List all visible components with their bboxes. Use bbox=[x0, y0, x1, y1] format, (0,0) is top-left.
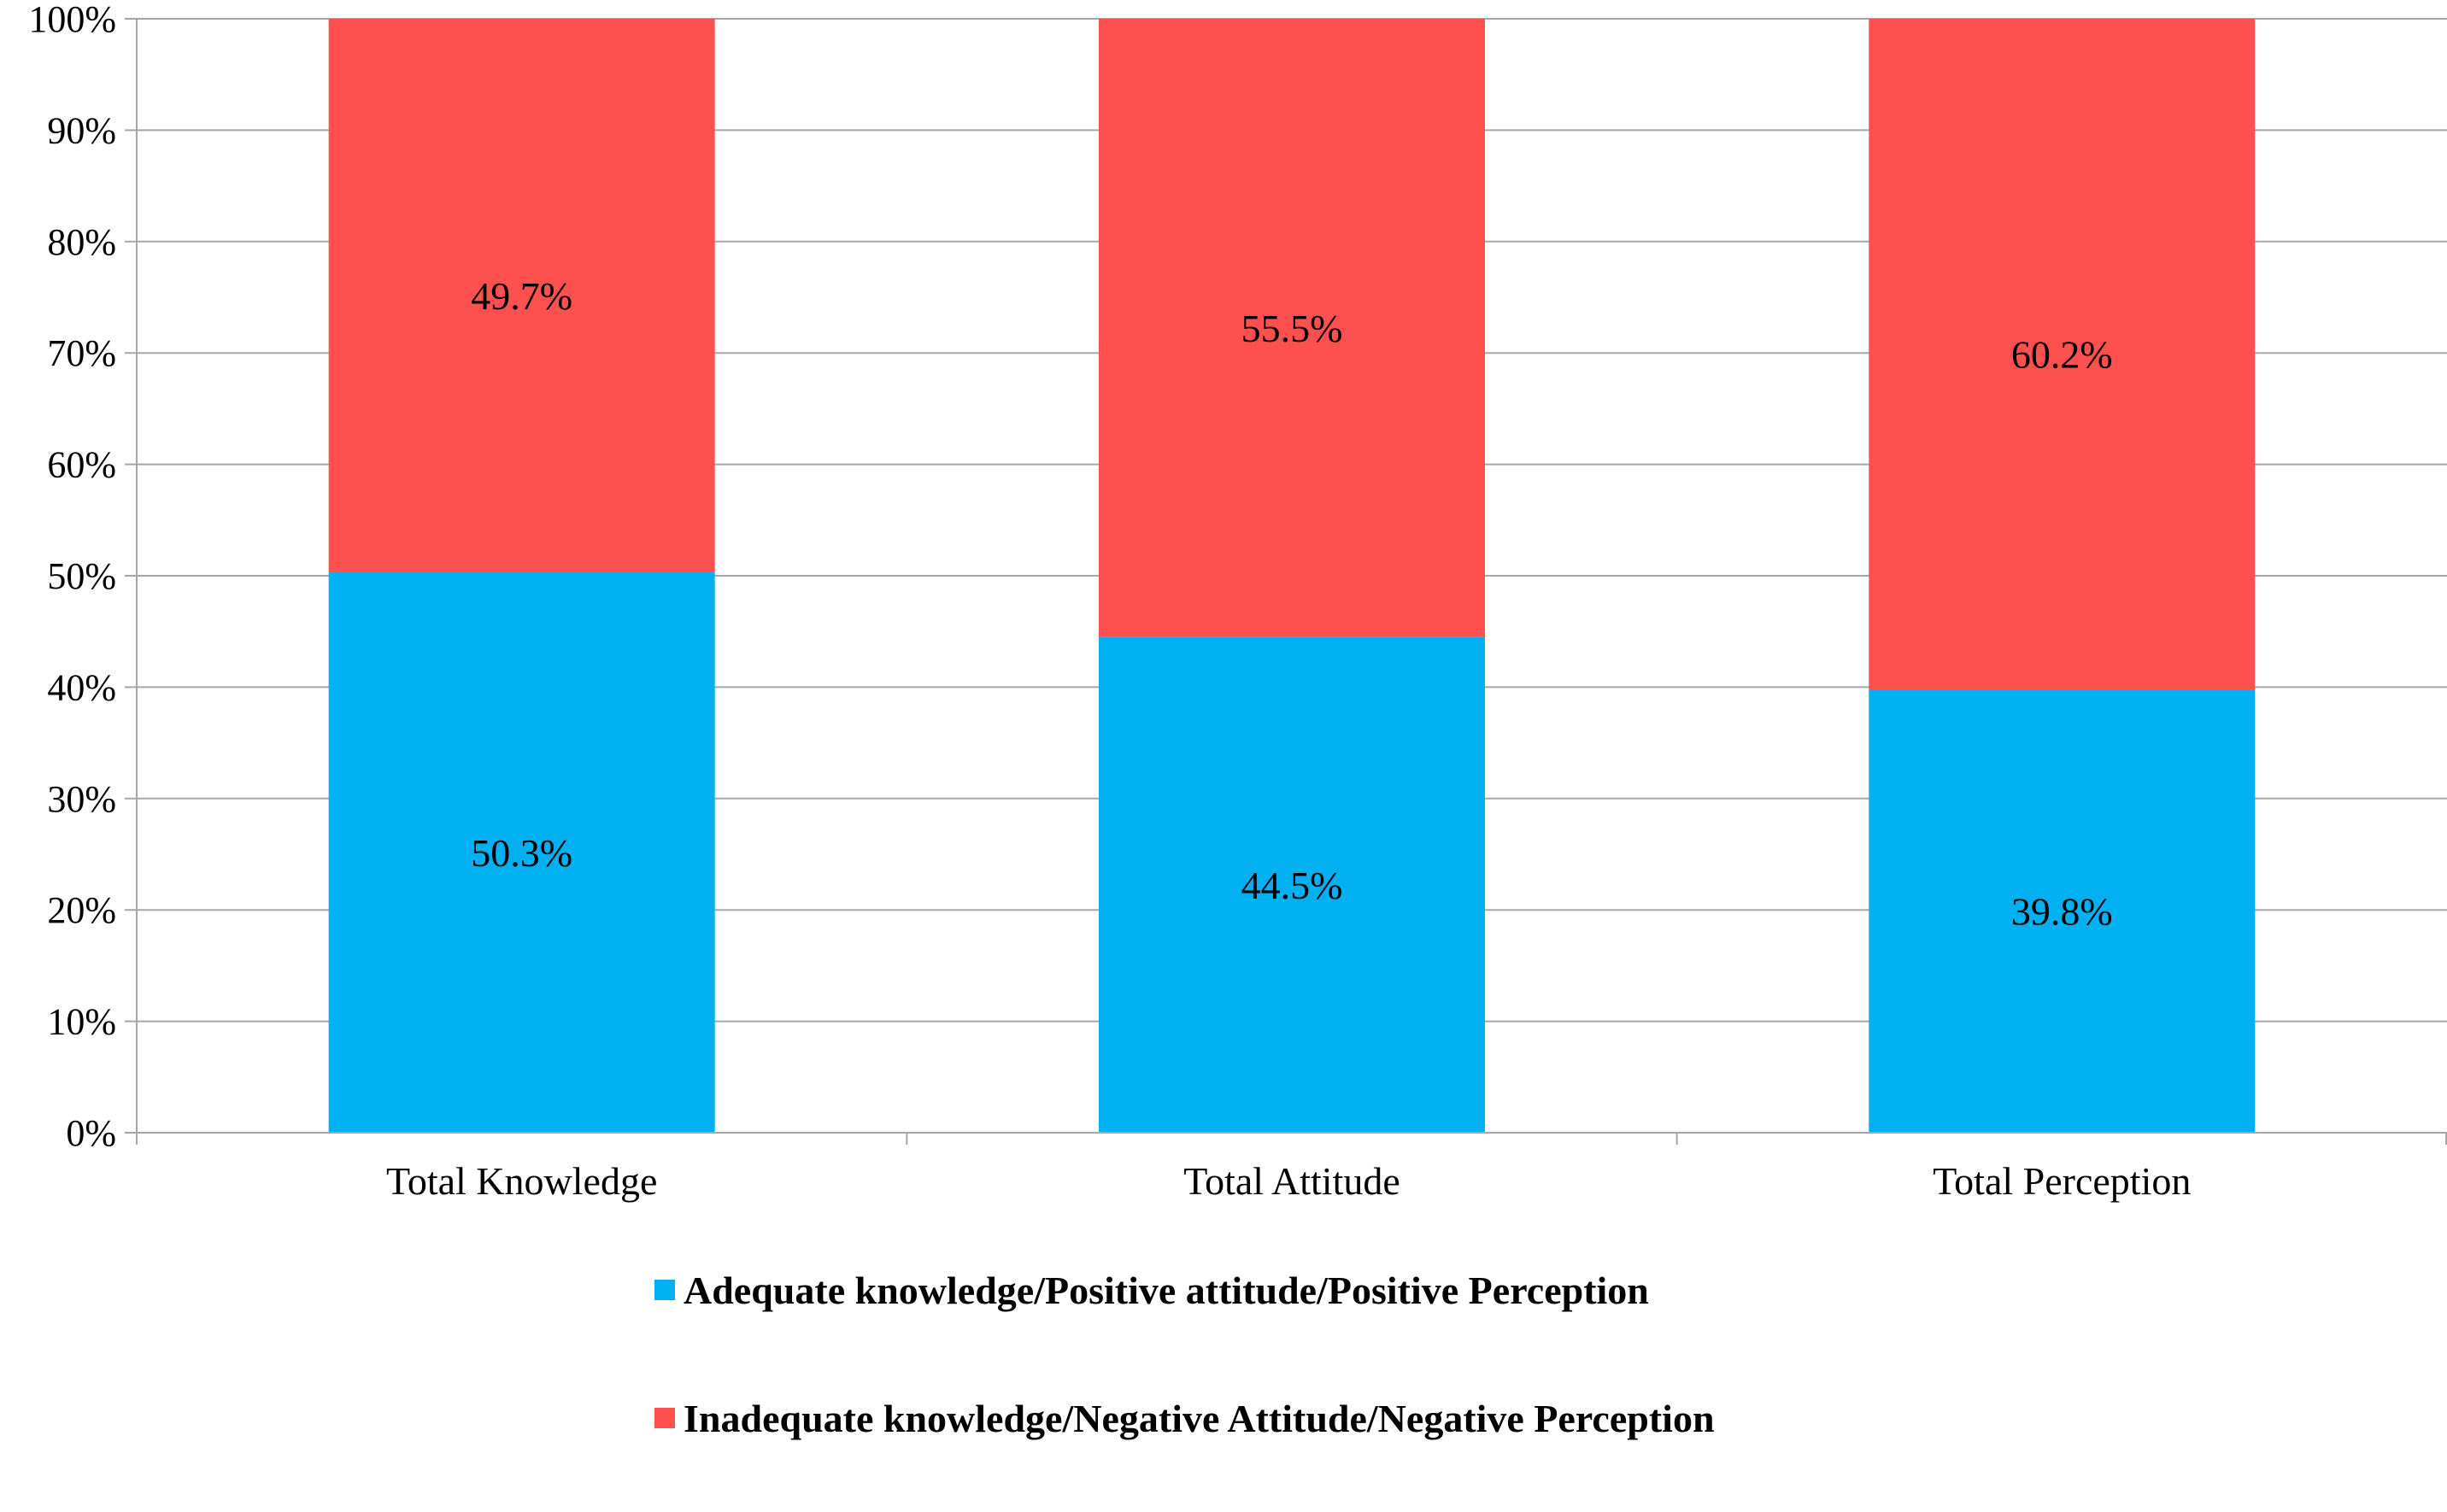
legend-swatch-adequate bbox=[654, 1280, 675, 1300]
y-tick-label: 30% bbox=[47, 778, 116, 820]
legend-label-adequate: Adequate knowledge/Positive attitude/Pos… bbox=[684, 1268, 1649, 1312]
y-tick-label: 50% bbox=[47, 555, 116, 597]
y-tick-label: 70% bbox=[47, 332, 116, 374]
y-tick-label: 80% bbox=[47, 221, 116, 263]
data-label: 55.5% bbox=[1241, 307, 1343, 350]
data-label: 39.8% bbox=[2011, 890, 2113, 934]
legend-label-inadequate: Inadequate knowledge/Negative Attitude/N… bbox=[684, 1396, 1715, 1440]
legend-item-adequate: Adequate knowledge/Positive attitude/Pos… bbox=[654, 1256, 2107, 1324]
bars bbox=[328, 19, 2256, 1133]
y-tick-label: 40% bbox=[47, 666, 116, 708]
data-label: 60.2% bbox=[2011, 333, 2113, 377]
data-label: 49.7% bbox=[471, 274, 572, 318]
legend-swatch-inadequate bbox=[654, 1408, 675, 1428]
stacked-bar-chart: 0% 10% 20% 30% 40% 50% 60% 70% 80% 90% 100% Total K… bbox=[28, 0, 2447, 1203]
legend-item-inadequate: Inadequate knowledge/Negative Attitude/N… bbox=[654, 1384, 2107, 1452]
data-label: 50.3% bbox=[471, 831, 572, 875]
y-tick-label: 10% bbox=[47, 1001, 116, 1043]
bar-total-attitude-inadequate bbox=[1099, 19, 1485, 637]
x-category-label: Total Attitude bbox=[1183, 1159, 1400, 1203]
axes: 0% 10% 20% 30% 40% 50% 60% 70% 80% 90% 100% Total K… bbox=[28, 0, 2447, 1203]
y-tick-label: 20% bbox=[47, 889, 116, 931]
x-category-label: Total Perception bbox=[1933, 1159, 2191, 1203]
data-label: 44.5% bbox=[1241, 864, 1343, 907]
bar-total-knowledge-adequate bbox=[328, 572, 715, 1133]
y-tick-label: 0% bbox=[66, 1112, 116, 1154]
y-tick-label: 100% bbox=[28, 0, 116, 40]
bar-total-perception-adequate bbox=[1869, 689, 2256, 1133]
y-tick-label: 90% bbox=[47, 109, 116, 151]
chart-legend: Adequate knowledge/Positive attitude/Pos… bbox=[654, 1256, 2107, 1512]
x-category-label: Total Knowledge bbox=[386, 1159, 657, 1203]
bar-total-attitude-adequate bbox=[1099, 636, 1485, 1133]
bar-total-perception-inadequate bbox=[1869, 19, 2256, 690]
y-tick-label: 60% bbox=[47, 444, 116, 486]
bar-total-knowledge-inadequate bbox=[328, 19, 715, 573]
data-labels: 50.3% 49.7% 44.5% 55.5% 39.8% 60.2% bbox=[471, 274, 2112, 933]
